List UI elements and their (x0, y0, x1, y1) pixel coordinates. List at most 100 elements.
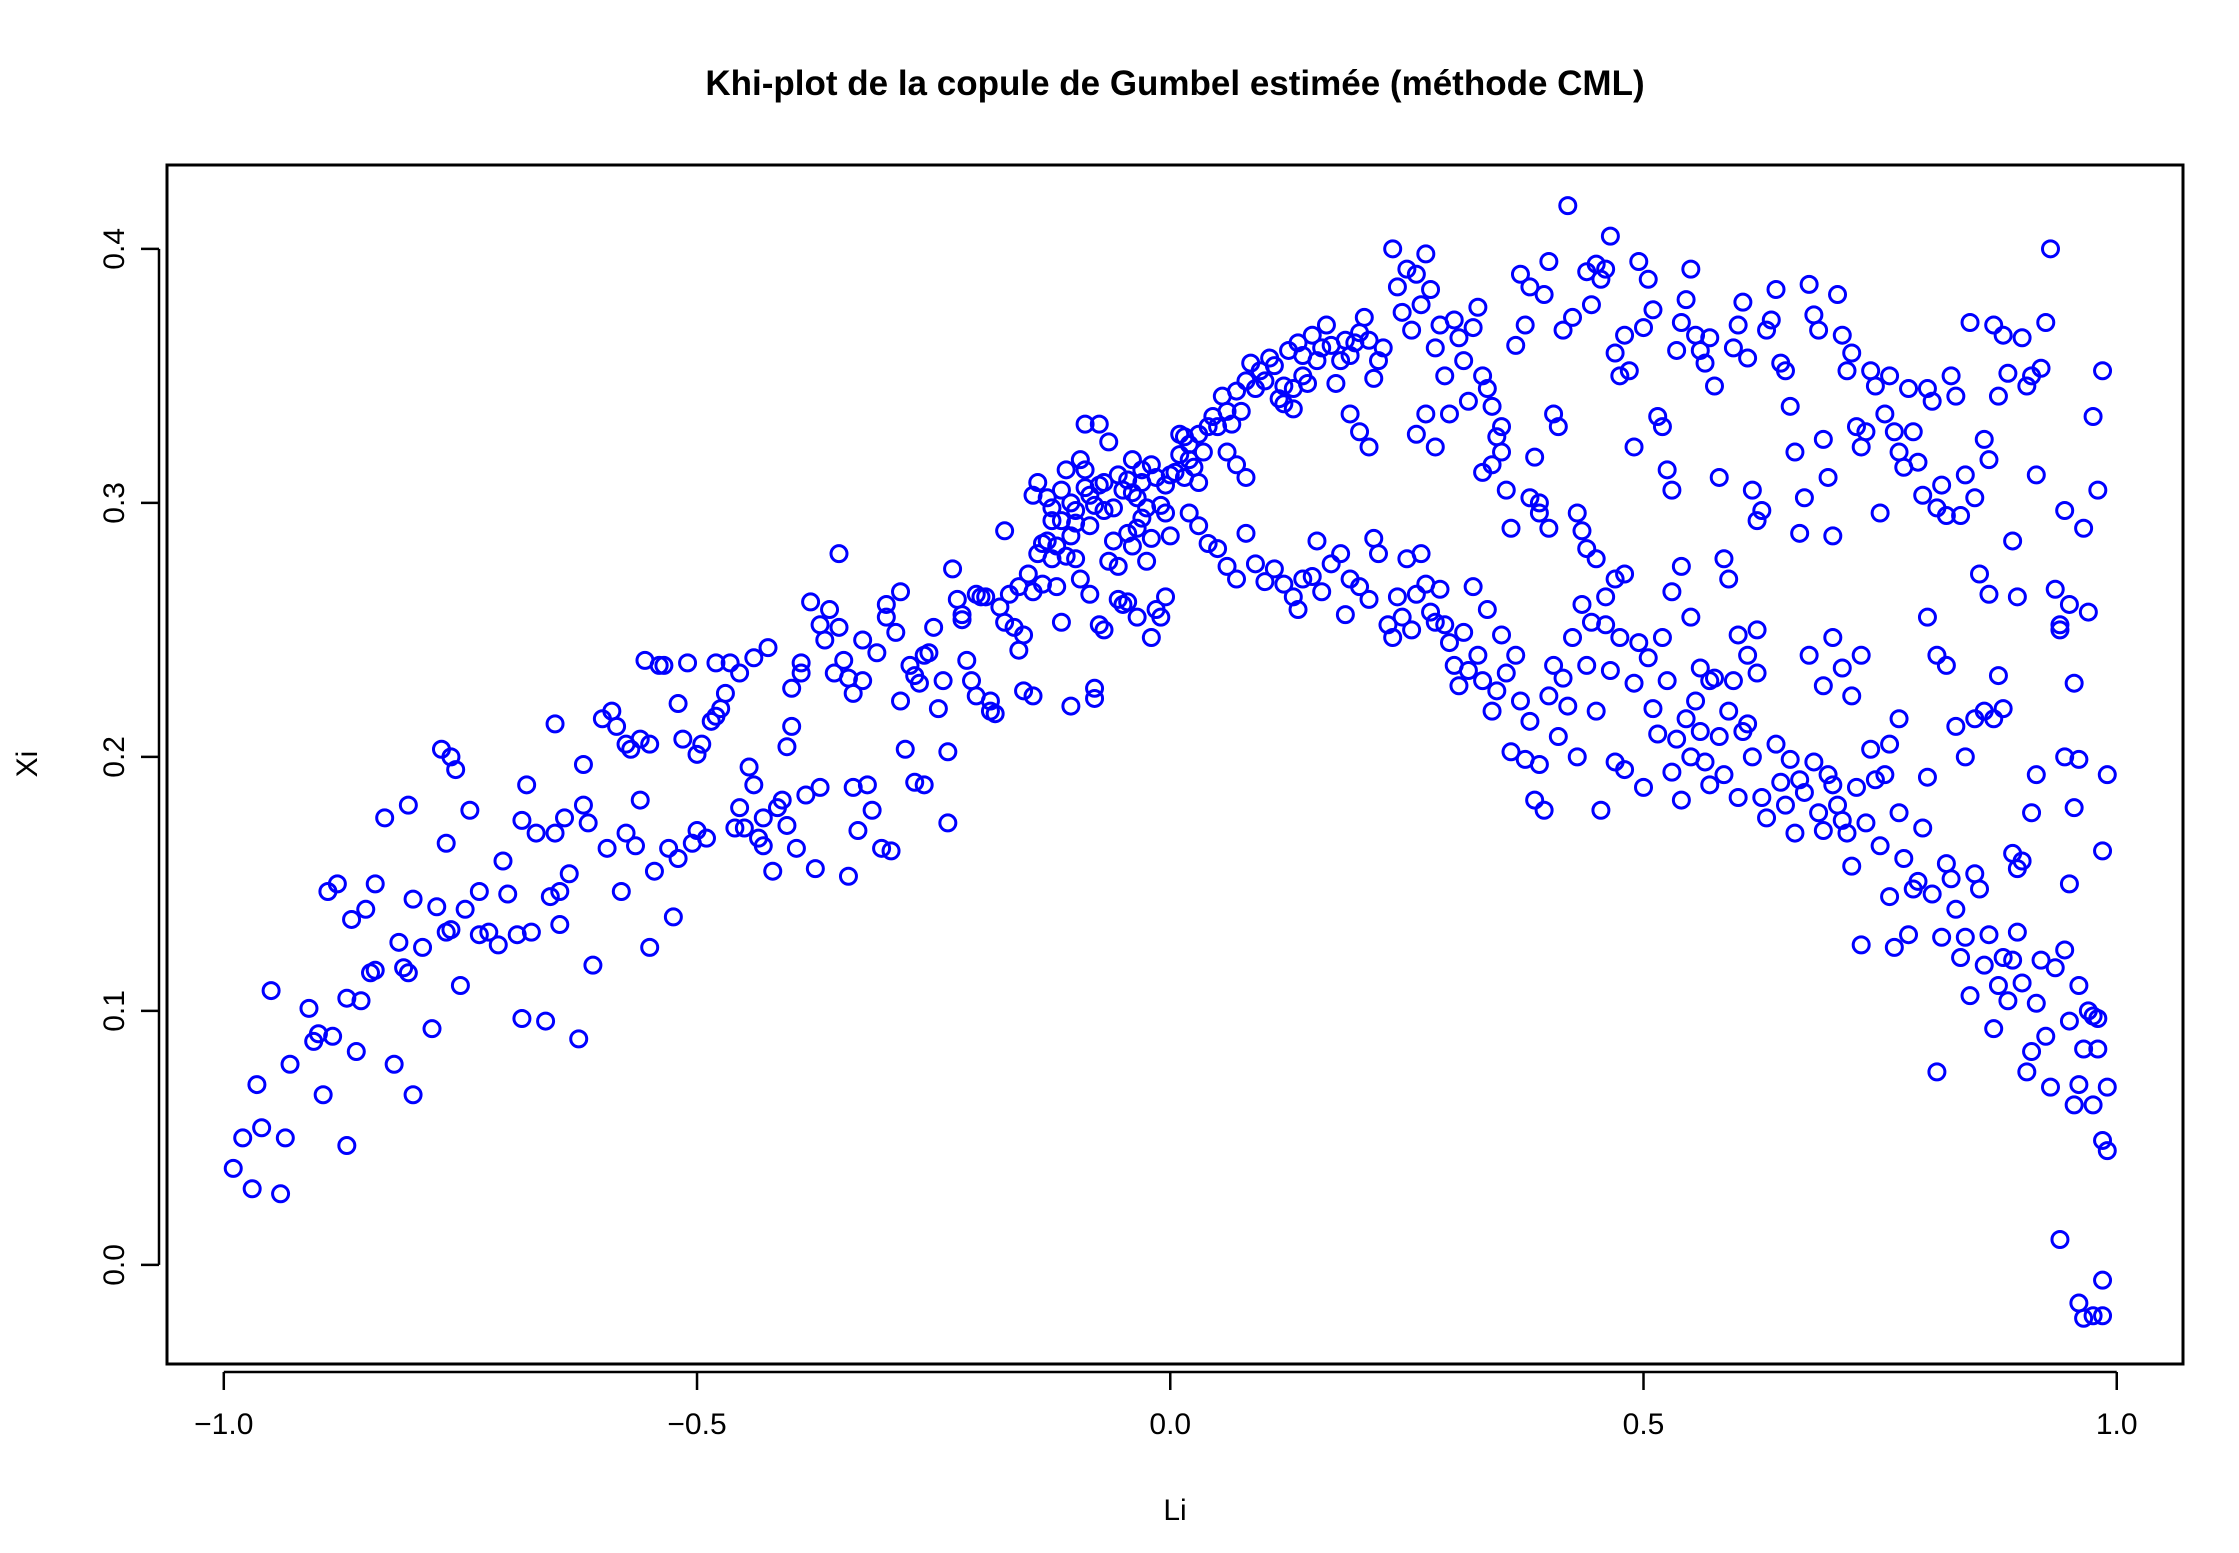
scatter-point (1359, 589, 1379, 609)
scatter-point (1671, 556, 1691, 576)
scatter-point (1340, 404, 1360, 424)
scatter-point (1757, 808, 1777, 828)
scatter-point (1227, 569, 1247, 589)
scatter-point (1884, 937, 1904, 957)
scatter-point (427, 897, 447, 917)
scatter-point (1894, 848, 1914, 868)
scatter-point (1411, 544, 1431, 564)
scatter-point (275, 1128, 295, 1148)
scatter-point (1809, 803, 1829, 823)
scatter-point (1051, 612, 1071, 632)
scatter-point (758, 638, 778, 658)
scatter-point (1179, 503, 1199, 523)
scatter-point (791, 663, 811, 683)
scatter-point (616, 823, 636, 843)
scatter-point (1387, 587, 1407, 607)
scatter-point (1217, 442, 1237, 462)
scatter-point (2074, 1039, 2094, 1059)
scatter-point (895, 739, 915, 759)
scatter-point (493, 851, 513, 871)
scatter-point (271, 1184, 291, 1204)
scatter-point (692, 734, 712, 754)
scatter-point (1222, 414, 1242, 434)
scatter-point (1965, 488, 1985, 508)
scatter-point (1094, 620, 1114, 640)
scatter-point (1723, 338, 1743, 358)
scatter-point (1742, 480, 1762, 500)
scatter-point (848, 821, 868, 841)
scatter-point (1634, 777, 1654, 797)
scatter-point (1984, 1019, 2004, 1039)
scatter-point (1070, 569, 1090, 589)
scatter-point (1354, 307, 1374, 327)
x-tick-label: −0.5 (667, 1408, 726, 1441)
scatter-point (1842, 686, 1862, 706)
scatter-point (1974, 955, 1994, 975)
x-axis-label: Li (1163, 1494, 1186, 1527)
scatter-point (1563, 307, 1583, 327)
scatter-point (1775, 795, 1795, 815)
scatter-point (1752, 788, 1772, 808)
scatter-point (422, 1019, 442, 1039)
scatter-point (1189, 516, 1209, 536)
scatter-point (1619, 361, 1639, 381)
scatter-point (763, 861, 783, 881)
scatter-point (1506, 645, 1526, 665)
y-tick-label: 0.4 (98, 228, 131, 270)
scatter-point (1425, 437, 1445, 457)
scatter-point (1014, 681, 1034, 701)
scatter-point (1837, 361, 1857, 381)
scatter-point (1993, 325, 2013, 345)
scatter-point (1160, 526, 1180, 546)
scatter-point (583, 955, 603, 975)
scatter-point (1965, 864, 1985, 884)
scatter-point (2093, 361, 2113, 381)
scatter-point (1714, 549, 1734, 569)
scatter-point (2093, 1270, 2113, 1290)
scatter-point (1799, 274, 1819, 294)
scatter-point (1832, 325, 1852, 345)
scatter-point (687, 744, 707, 764)
scatter-point (469, 925, 489, 945)
scatter-point (1662, 582, 1682, 602)
scatter-point (1402, 320, 1422, 340)
scatter-point (2055, 500, 2075, 520)
scatter-point (744, 648, 764, 668)
scatter-point (1099, 432, 1119, 452)
scatter-point (1908, 452, 1928, 472)
scatter-point (985, 704, 1005, 724)
scatter-point (782, 678, 802, 698)
scatter-point (1941, 366, 1961, 386)
scatter-point (2040, 1077, 2060, 1097)
scatter-point (2012, 973, 2032, 993)
scatter-point (739, 757, 759, 777)
scatter-point (995, 521, 1015, 541)
scatter-point (1927, 645, 1947, 665)
scatter-point (1766, 279, 1786, 299)
scatter-point (1738, 714, 1758, 734)
scatter-point (398, 963, 418, 983)
scatter-point (1690, 721, 1710, 741)
scatter-point (1851, 935, 1871, 955)
scatter-point (995, 612, 1015, 632)
scatter-point (2012, 851, 2032, 871)
scatter-point (659, 838, 679, 858)
y-tick-label: 0.1 (98, 990, 131, 1032)
scatter-point (1492, 625, 1512, 645)
scatter-point (1231, 401, 1251, 421)
scatter-point (905, 772, 925, 792)
scatter-point (313, 1085, 333, 1105)
scatter-point (436, 833, 456, 853)
scatter-point (1984, 315, 2004, 335)
scatter-point (919, 643, 939, 663)
scatter-point (540, 887, 560, 907)
scatter-point (1198, 417, 1218, 437)
scatter-point (1435, 615, 1455, 635)
scatter-point (1922, 884, 1942, 904)
scatter-point (342, 909, 362, 929)
scatter-point (1359, 330, 1379, 350)
scatter-point (2003, 950, 2023, 970)
scatter-point (668, 694, 688, 714)
scatter-point (1809, 320, 1829, 340)
scatter-point (1359, 437, 1379, 457)
